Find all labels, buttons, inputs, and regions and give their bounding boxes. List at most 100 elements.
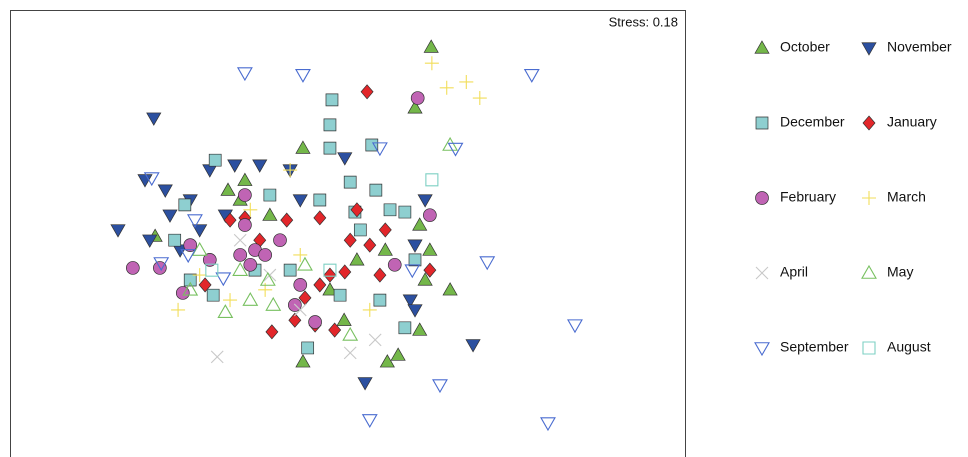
data-point [412,322,428,336]
data-point [328,322,342,338]
data-point [259,271,276,286]
data-point [383,203,397,217]
data-point [183,273,197,287]
data-point [252,159,268,173]
data-point [215,272,232,287]
data-point [442,136,459,151]
data-point [540,417,556,432]
data-point [243,202,258,217]
data-point [373,293,387,307]
data-point [323,263,337,277]
data-point [295,69,311,83]
data-point [338,264,352,280]
legend-label: January [887,114,937,130]
data-point [273,233,287,248]
data-point [417,272,433,286]
data-point [323,141,337,155]
data-point [265,324,279,340]
data-point [110,224,126,238]
legend-label: December [780,114,845,130]
data-point [137,174,153,188]
legend-label: November [887,39,952,55]
data-point [523,69,540,83]
data-point [198,277,212,293]
data-point [217,304,234,318]
data-point [126,261,140,275]
data-point [205,263,219,277]
data-point [313,193,327,207]
data-point [402,294,418,308]
legend-marker [862,341,876,355]
data-point [333,288,347,302]
data-point [360,84,374,100]
legend-marker [862,191,876,205]
data-point [459,74,474,89]
data-point [157,184,173,198]
legend-label: September [780,339,849,355]
data-point [202,164,218,178]
data-point [343,175,357,189]
legend-marker [862,115,876,131]
data-point [265,296,282,311]
legend-marker [861,42,877,56]
data-point [377,242,393,256]
data-point [373,267,387,283]
data-point [280,212,294,228]
data-point [407,304,423,318]
data-point [404,264,421,279]
legend-label: April [780,264,808,280]
legend-label: August [887,339,931,355]
data-point [192,268,207,283]
data-point [142,234,158,248]
data-point [412,217,428,231]
data-point [263,188,277,202]
data-point [180,249,197,264]
data-point [146,112,162,126]
data-point [233,248,248,262]
data-point [192,224,208,238]
data-point [379,354,395,368]
data-point [350,202,364,218]
legend-label: February [780,189,836,205]
data-point [283,163,298,178]
data-point [242,291,259,306]
data-point [363,237,377,253]
stress-annotation: Stress: 0.18 [609,14,678,29]
data-point [343,232,357,248]
data-point [465,339,481,353]
data-point [417,194,433,208]
data-point [153,257,170,272]
data-point [283,263,297,277]
data-point [407,100,423,114]
data-point [410,91,425,105]
data-point [398,205,412,219]
data-point [408,253,422,267]
data-point [343,346,357,360]
data-point [361,414,378,429]
data-point [262,207,278,221]
data-point [223,293,238,308]
data-point [337,152,353,166]
data-point [349,252,365,266]
data-point [238,188,252,202]
data-point [425,173,439,187]
data-point [210,350,224,364]
data-point [432,379,448,394]
data-point [357,377,373,391]
legend-marker [755,266,769,280]
data-point [423,262,437,278]
data-point [342,326,359,341]
data-point [325,93,339,107]
legend-marker [755,191,769,205]
data-point [232,262,249,276]
data-point [362,302,377,317]
data-point [191,241,208,256]
legend-marker [755,116,769,130]
data-point [293,303,307,317]
data-point [407,239,423,253]
data-point [422,242,438,256]
data-point [479,256,496,271]
data-point [162,209,178,223]
data-point [183,238,198,252]
